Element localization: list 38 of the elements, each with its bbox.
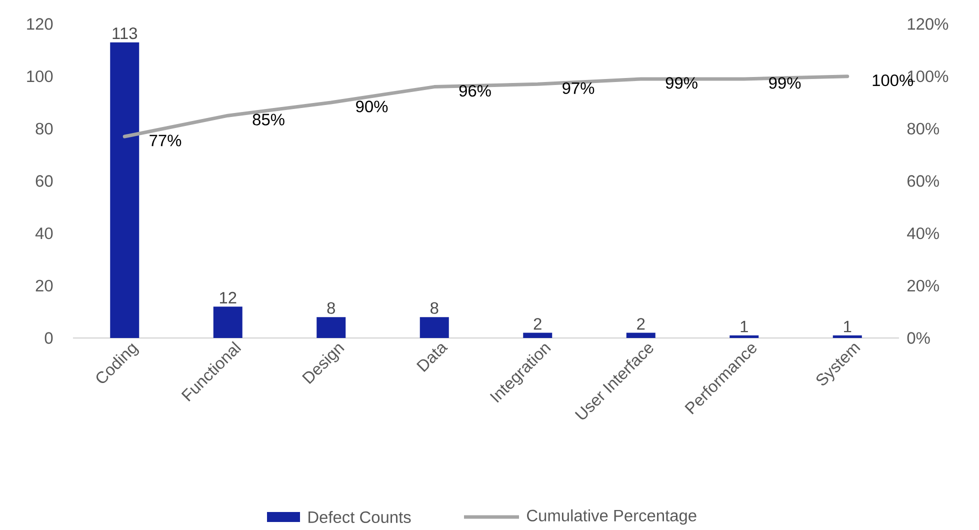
bar	[316, 317, 346, 338]
data-label: 99%	[666, 77, 698, 89]
y-tick-label: 80	[36, 122, 53, 134]
y-tick-label: 60	[36, 175, 53, 187]
data-label: 97%	[562, 82, 594, 94]
y2-tick-label: 20%	[908, 280, 939, 292]
data-label: 1	[740, 320, 748, 332]
y2-tick-label: 0%	[907, 332, 930, 344]
data-label: 2	[534, 318, 542, 330]
y2-tick-label: 120%	[908, 18, 948, 30]
legend-label: Defect Counts	[308, 510, 411, 524]
bar	[626, 332, 656, 338]
data-label: 113	[112, 27, 138, 40]
data-label: 99%	[769, 77, 801, 89]
data-label: 12	[220, 292, 236, 304]
data-label: 1	[844, 320, 852, 332]
bar	[832, 335, 862, 338]
bar	[523, 332, 552, 338]
data-label: 8	[430, 302, 438, 314]
data-label: 96%	[459, 84, 491, 97]
legend-label: Cumulative Percentage	[527, 509, 696, 525]
bar	[730, 335, 759, 338]
bar	[213, 306, 242, 338]
data-label: 90%	[356, 100, 388, 112]
bar	[110, 42, 140, 338]
y-tick-label: 120	[27, 18, 53, 30]
y-tick-label: 20	[36, 280, 53, 292]
y2-tick-label: 60%	[908, 175, 939, 187]
y2-tick-label: 80%	[907, 122, 939, 134]
y-tick-label: 100	[27, 70, 53, 82]
y2-tick-label: 40%	[907, 228, 939, 240]
bar	[420, 317, 449, 338]
data-label: 85%	[252, 114, 284, 126]
data-label: 77%	[150, 134, 182, 146]
data-label: 8	[327, 302, 335, 314]
y-tick-label: 40	[35, 228, 53, 240]
y-tick-label: 0	[44, 332, 53, 344]
data-label: 2	[637, 318, 645, 330]
